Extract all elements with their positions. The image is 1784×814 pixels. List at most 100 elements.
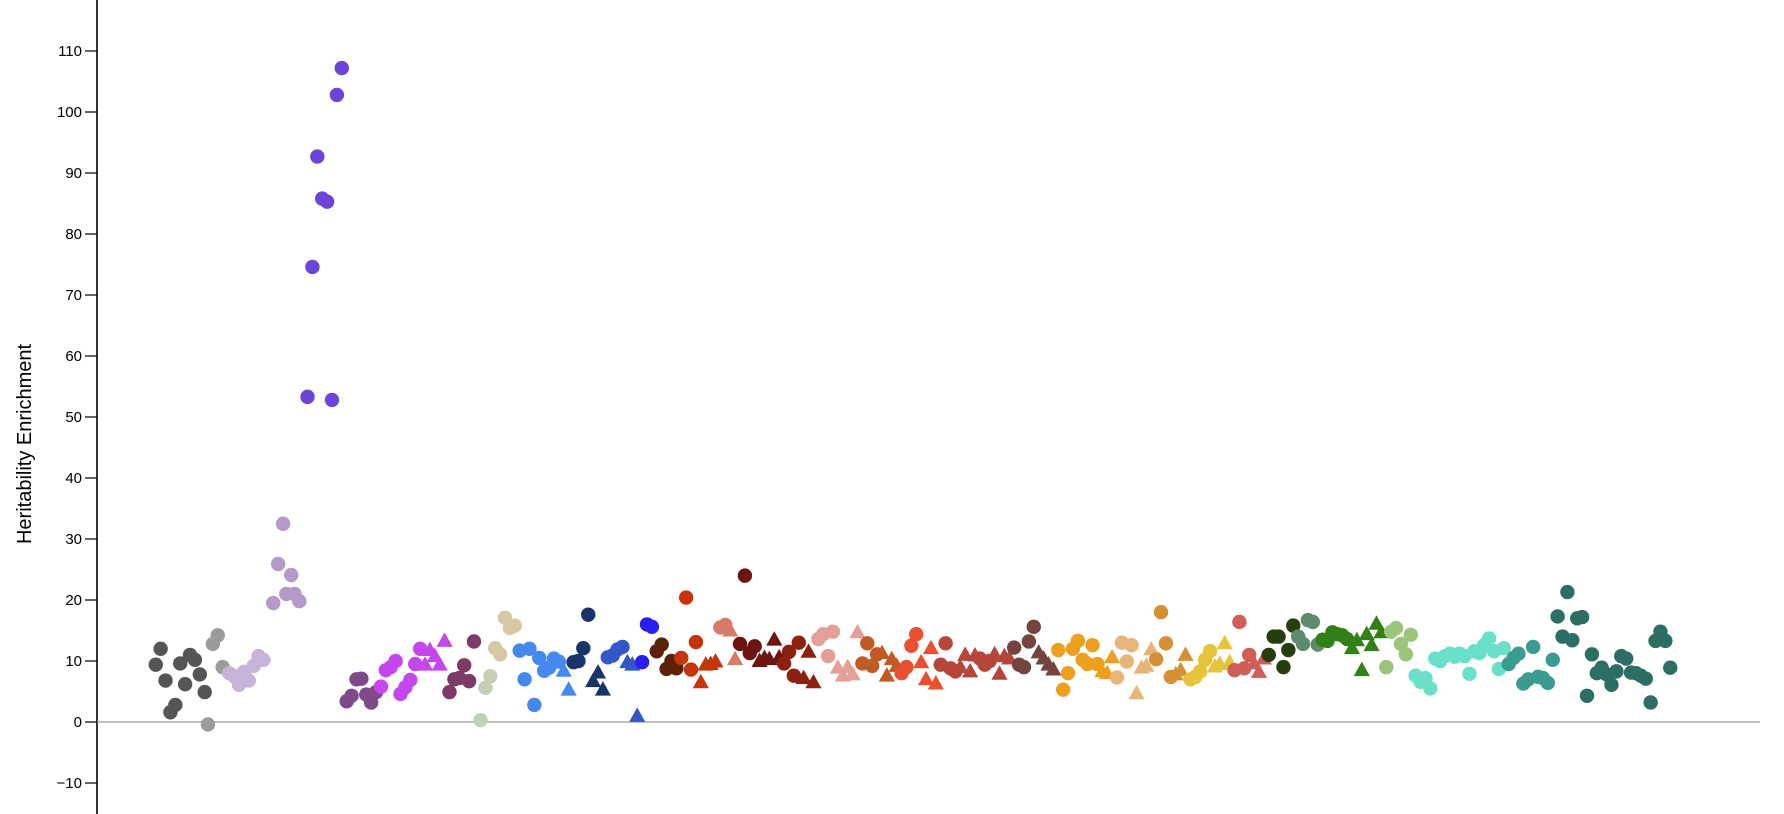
data-point-triangle (1353, 661, 1370, 677)
data-point (192, 667, 208, 682)
data-point (200, 717, 216, 732)
data-point (1579, 688, 1595, 703)
data-point (187, 652, 203, 667)
data-point (909, 626, 924, 642)
data-point-triangle (986, 645, 1003, 661)
data-point (1379, 659, 1394, 675)
data-point (1388, 620, 1404, 636)
data-point (683, 662, 699, 677)
data-point (615, 639, 630, 655)
data-point-triangle (707, 653, 724, 668)
data-point (466, 634, 482, 649)
data-point (1658, 633, 1673, 649)
data-point (173, 656, 188, 671)
data-point (305, 259, 320, 275)
data-point (456, 658, 472, 673)
data-point (388, 653, 403, 669)
y-tick-label: 110 (58, 43, 82, 60)
data-point-triangle (1348, 631, 1365, 647)
data-point (1305, 614, 1321, 630)
data-point-triangle (1177, 646, 1194, 661)
data-point (747, 639, 762, 654)
data-point (634, 655, 650, 670)
data-point (1511, 646, 1526, 661)
data-point (334, 60, 349, 76)
data-point (1481, 631, 1497, 646)
data-point (1540, 675, 1556, 691)
data-point-triangle (1250, 663, 1268, 678)
data-point-triangle (962, 662, 979, 678)
data-point (1109, 670, 1125, 685)
data-point-triangle (1172, 661, 1189, 677)
data-point (1584, 647, 1600, 662)
data-point-triangle (692, 673, 709, 689)
data-point (904, 638, 919, 653)
data-point-triangle (844, 665, 861, 681)
data-point-triangle (555, 662, 572, 677)
data-point (1560, 584, 1575, 600)
data-point (241, 673, 256, 688)
data-point (1006, 640, 1022, 655)
data-point-triangle (952, 658, 969, 674)
data-point-triangle (917, 670, 935, 686)
data-point (678, 590, 694, 605)
data-point (1237, 661, 1252, 676)
data-point (256, 652, 271, 667)
data-point (373, 679, 389, 694)
data-point (1016, 659, 1032, 675)
data-point-triangle (991, 665, 1008, 680)
data-point (158, 673, 173, 688)
data-point-triangle (957, 646, 974, 661)
y-tick-label: 30 (65, 531, 82, 548)
data-point (1574, 609, 1590, 625)
data-point (153, 641, 168, 656)
data-point (1193, 664, 1208, 679)
data-point-triangle (849, 623, 866, 639)
data-point (329, 87, 345, 103)
data-point-triangle (1363, 636, 1380, 652)
data-point-triangle (629, 707, 646, 722)
data-point (860, 636, 875, 651)
data-point-triangle (1358, 625, 1375, 641)
data-point (1021, 634, 1037, 649)
data-point-triangle (1143, 640, 1160, 656)
data-point-triangle (436, 632, 453, 647)
data-point-triangle (589, 664, 607, 679)
data-point (177, 676, 193, 692)
data-point (344, 688, 359, 703)
y-axis-title: Heritability Enrichment (14, 344, 36, 545)
data-point (319, 194, 335, 209)
data-point (1153, 605, 1169, 620)
y-tick-label: 50 (65, 409, 82, 426)
data-point (1545, 652, 1560, 667)
data-point (576, 640, 591, 656)
data-point-triangle (431, 656, 448, 671)
data-point (1295, 636, 1311, 652)
data-point (732, 636, 748, 652)
data-point-triangle (805, 673, 822, 689)
data-point-triangle (585, 672, 602, 688)
data-point (403, 672, 418, 688)
data-point (492, 647, 508, 662)
data-point-triangle (624, 656, 641, 671)
data-point (1604, 677, 1619, 692)
data-point (1663, 660, 1678, 675)
data-point-triangle (1104, 648, 1121, 664)
data-point-triangle (913, 653, 930, 669)
data-point (1643, 695, 1658, 710)
data-point (1060, 666, 1076, 681)
data-point (532, 650, 547, 666)
data-point (1119, 654, 1134, 669)
data-point (1403, 627, 1418, 642)
data-point (1286, 618, 1301, 633)
data-point (478, 680, 493, 696)
data-point (1271, 629, 1286, 644)
data-points (148, 60, 1678, 732)
data-point (324, 392, 340, 408)
y-tick-label: −10 (57, 775, 82, 792)
data-point (1202, 644, 1218, 659)
data-point (1124, 637, 1139, 653)
data-point (1085, 637, 1100, 653)
data-point-triangle (1138, 657, 1155, 672)
y-tick-label: 40 (65, 470, 82, 487)
